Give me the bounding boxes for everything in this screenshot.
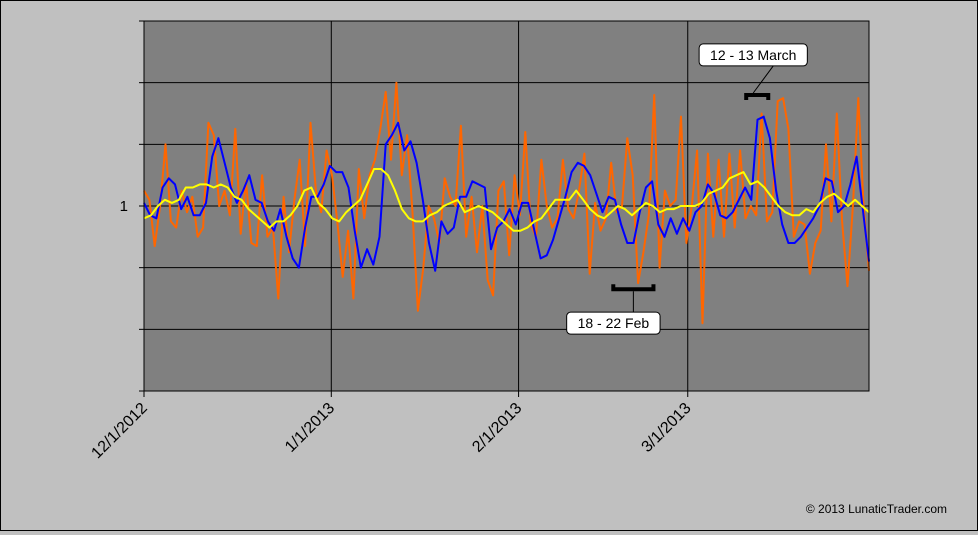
copyright-text: © 2013 LunaticTrader.com: [805, 502, 947, 516]
x-tick-label: 2/1/2013: [469, 400, 525, 456]
annotation-label: 18 - 22 Feb: [578, 315, 650, 331]
orange-series-line: [143, 81, 870, 325]
plot-border: [143, 20, 870, 392]
annotation-bracket: [611, 284, 656, 292]
annotation-label: 12 - 13 March: [710, 47, 796, 63]
series-group: [143, 81, 870, 325]
x-tick-label: 12/1/2012: [88, 400, 150, 462]
annotation-leader: [752, 65, 774, 94]
annotation-box: [566, 311, 661, 335]
x-tick-label: 1/1/2013: [282, 400, 338, 456]
y-tick-label: 1: [120, 198, 128, 215]
x-tick-label: 3/1/2013: [639, 400, 695, 456]
annotation-bracket: [744, 93, 771, 100]
annotation-box: [698, 43, 808, 67]
blue-series-line: [143, 115, 870, 272]
yellow-series-line: [143, 168, 870, 232]
annotations: 12 - 13 March 18 - 22 Feb: [566, 43, 808, 335]
